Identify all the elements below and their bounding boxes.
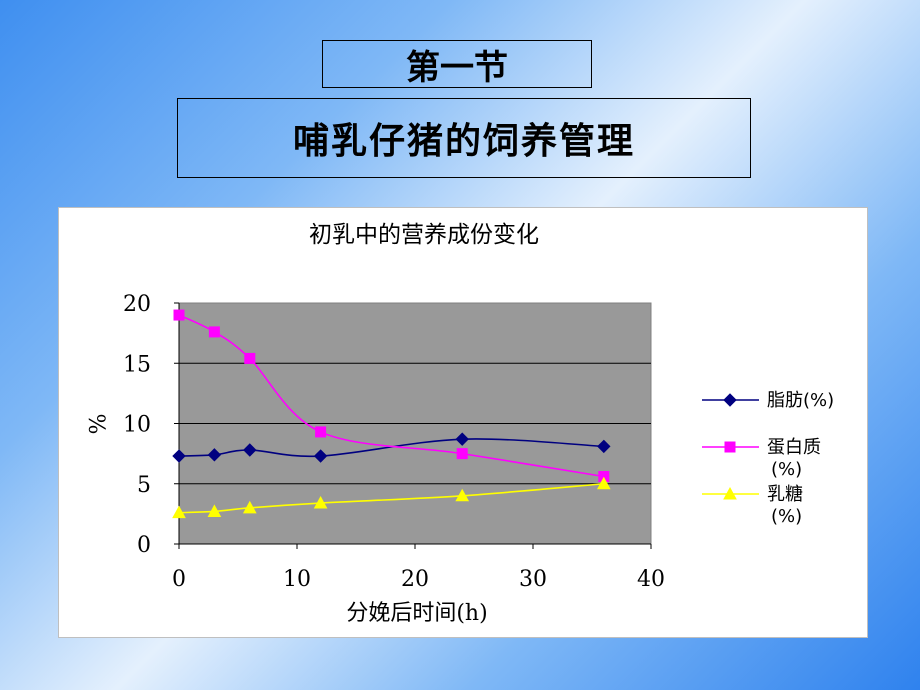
- y-axis-label: %: [83, 414, 108, 435]
- legend-label-unit-2: (%): [771, 459, 802, 480]
- data-point-series-1: [455, 432, 469, 446]
- data-point-series-1: [243, 443, 257, 457]
- slide-title-text: 哺乳仔猪的饲养管理: [292, 121, 635, 162]
- chart-title: 初乳中的营养成份变化: [309, 222, 539, 248]
- data-point-series-3: [207, 504, 222, 517]
- data-point-series-2: [173, 309, 185, 321]
- x-tick-label: 0: [172, 567, 186, 592]
- data-point-series-3: [172, 505, 186, 519]
- data-point-series-1: [172, 449, 186, 463]
- data-point-series-2: [244, 352, 256, 364]
- legend-label-unit-3: (%): [771, 506, 802, 527]
- x-axis-label: 分娩后时间(h): [346, 601, 487, 626]
- data-point-series-1: [597, 439, 611, 454]
- y-tick-label: 15: [123, 352, 151, 377]
- x-tick-label: 20: [401, 567, 429, 592]
- legend-marker-3: [723, 486, 737, 500]
- y-tick-label: 5: [137, 473, 151, 498]
- data-point-series-2: [208, 326, 220, 338]
- legend-label-1: 脂肪(%): [767, 390, 834, 411]
- chart-panel: 初乳中的营养成份变化 分娩后时间(h) % 0 5 10 15 20 0 10 20 30 40 …: [58, 207, 868, 638]
- data-point-series-3: [242, 500, 257, 514]
- data-point-series-2: [315, 426, 327, 438]
- legend-label-3: 乳糖: [767, 484, 803, 505]
- data-point-series-1: [313, 449, 328, 463]
- chart-legend: 脂肪(%)蛋白质(%)乳糖(%): [702, 390, 834, 527]
- x-tick-label: 40: [637, 567, 665, 592]
- y-tick-label: 20: [123, 292, 151, 317]
- legend-marker-2: [724, 441, 736, 453]
- slide-title: 哺乳仔猪的饲养管理: [177, 98, 751, 178]
- y-tick-label: 10: [123, 413, 151, 438]
- x-tick-label: 10: [283, 567, 311, 592]
- plot-area: 0 5 10 15 20 0 10 20 30 40: [123, 292, 665, 592]
- legend-marker-1: [723, 393, 737, 407]
- data-point-series-3: [313, 495, 328, 509]
- section-heading-text: 第一节: [406, 47, 508, 88]
- data-point-series-1: [207, 448, 222, 462]
- section-heading: 第一节: [322, 40, 592, 88]
- data-point-series-3: [596, 476, 611, 490]
- y-tick-label: 0: [137, 533, 151, 558]
- data-point-series-2: [456, 448, 468, 460]
- x-tick-label: 30: [519, 567, 547, 592]
- legend-label-2: 蛋白质: [767, 437, 821, 458]
- data-point-series-3: [455, 488, 470, 502]
